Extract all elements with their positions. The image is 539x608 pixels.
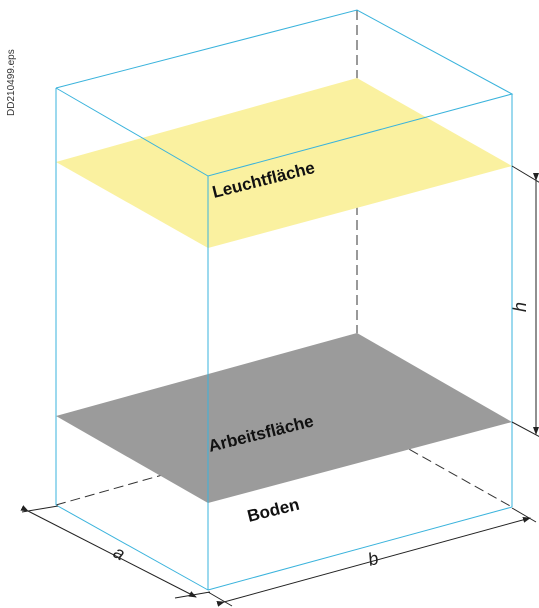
- floor-front-left-edge: [55, 504, 209, 591]
- floor-label: Boden: [245, 495, 301, 526]
- dim-b-extension-left: [207, 591, 233, 607]
- dim-a-line: [20, 505, 197, 598]
- luminous-surface-plane: [56, 78, 512, 248]
- dim-h-extension-top: [511, 165, 539, 183]
- dim-h-extension-bottom: [511, 421, 539, 437]
- dim-a-extension-left: [21, 505, 59, 513]
- dimension-h: h: [510, 165, 539, 437]
- dim-b-label: b: [366, 548, 381, 570]
- dim-b-extension-right: [511, 507, 537, 523]
- dim-h-label: h: [510, 302, 530, 312]
- dimension-a: a: [20, 505, 211, 599]
- file-reference-label: DD210499.eps: [6, 49, 17, 116]
- work-surface-plane: [56, 333, 512, 503]
- dim-b-line: [216, 516, 531, 607]
